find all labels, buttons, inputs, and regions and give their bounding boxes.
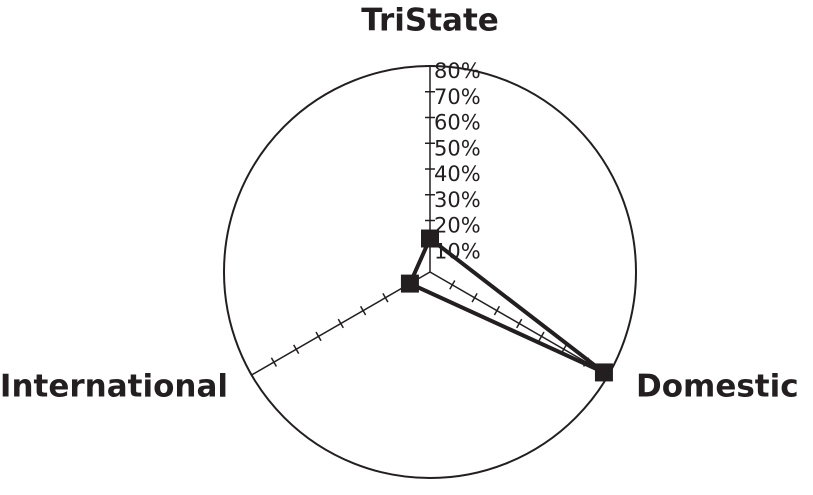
tick-mark <box>293 344 300 354</box>
tick-mark <box>516 318 523 329</box>
category-label: Domestic <box>636 369 799 405</box>
tick-mark <box>359 305 367 316</box>
tick-mark <box>471 293 478 303</box>
tick-mark <box>337 318 344 329</box>
tick-mark <box>315 331 322 342</box>
tick-mark <box>538 331 545 342</box>
marker <box>400 274 419 293</box>
tick-mark <box>382 293 389 303</box>
tick-mark <box>493 305 501 316</box>
tick-mark <box>248 370 255 380</box>
category-label: International <box>0 369 228 405</box>
tick-mark <box>449 280 456 290</box>
tick-label: 70% <box>434 85 481 109</box>
marker <box>421 229 439 248</box>
tick-label: 80% <box>434 59 481 83</box>
series-line <box>407 235 606 375</box>
tick-label: 20% <box>434 214 481 238</box>
category-label: TriState <box>361 3 499 39</box>
marker <box>594 363 613 382</box>
tick-label: 60% <box>434 111 481 135</box>
tick-label: 40% <box>434 162 481 186</box>
tick-label: 50% <box>434 136 481 160</box>
tick-label: 30% <box>434 188 481 212</box>
tick-mark <box>270 357 278 367</box>
